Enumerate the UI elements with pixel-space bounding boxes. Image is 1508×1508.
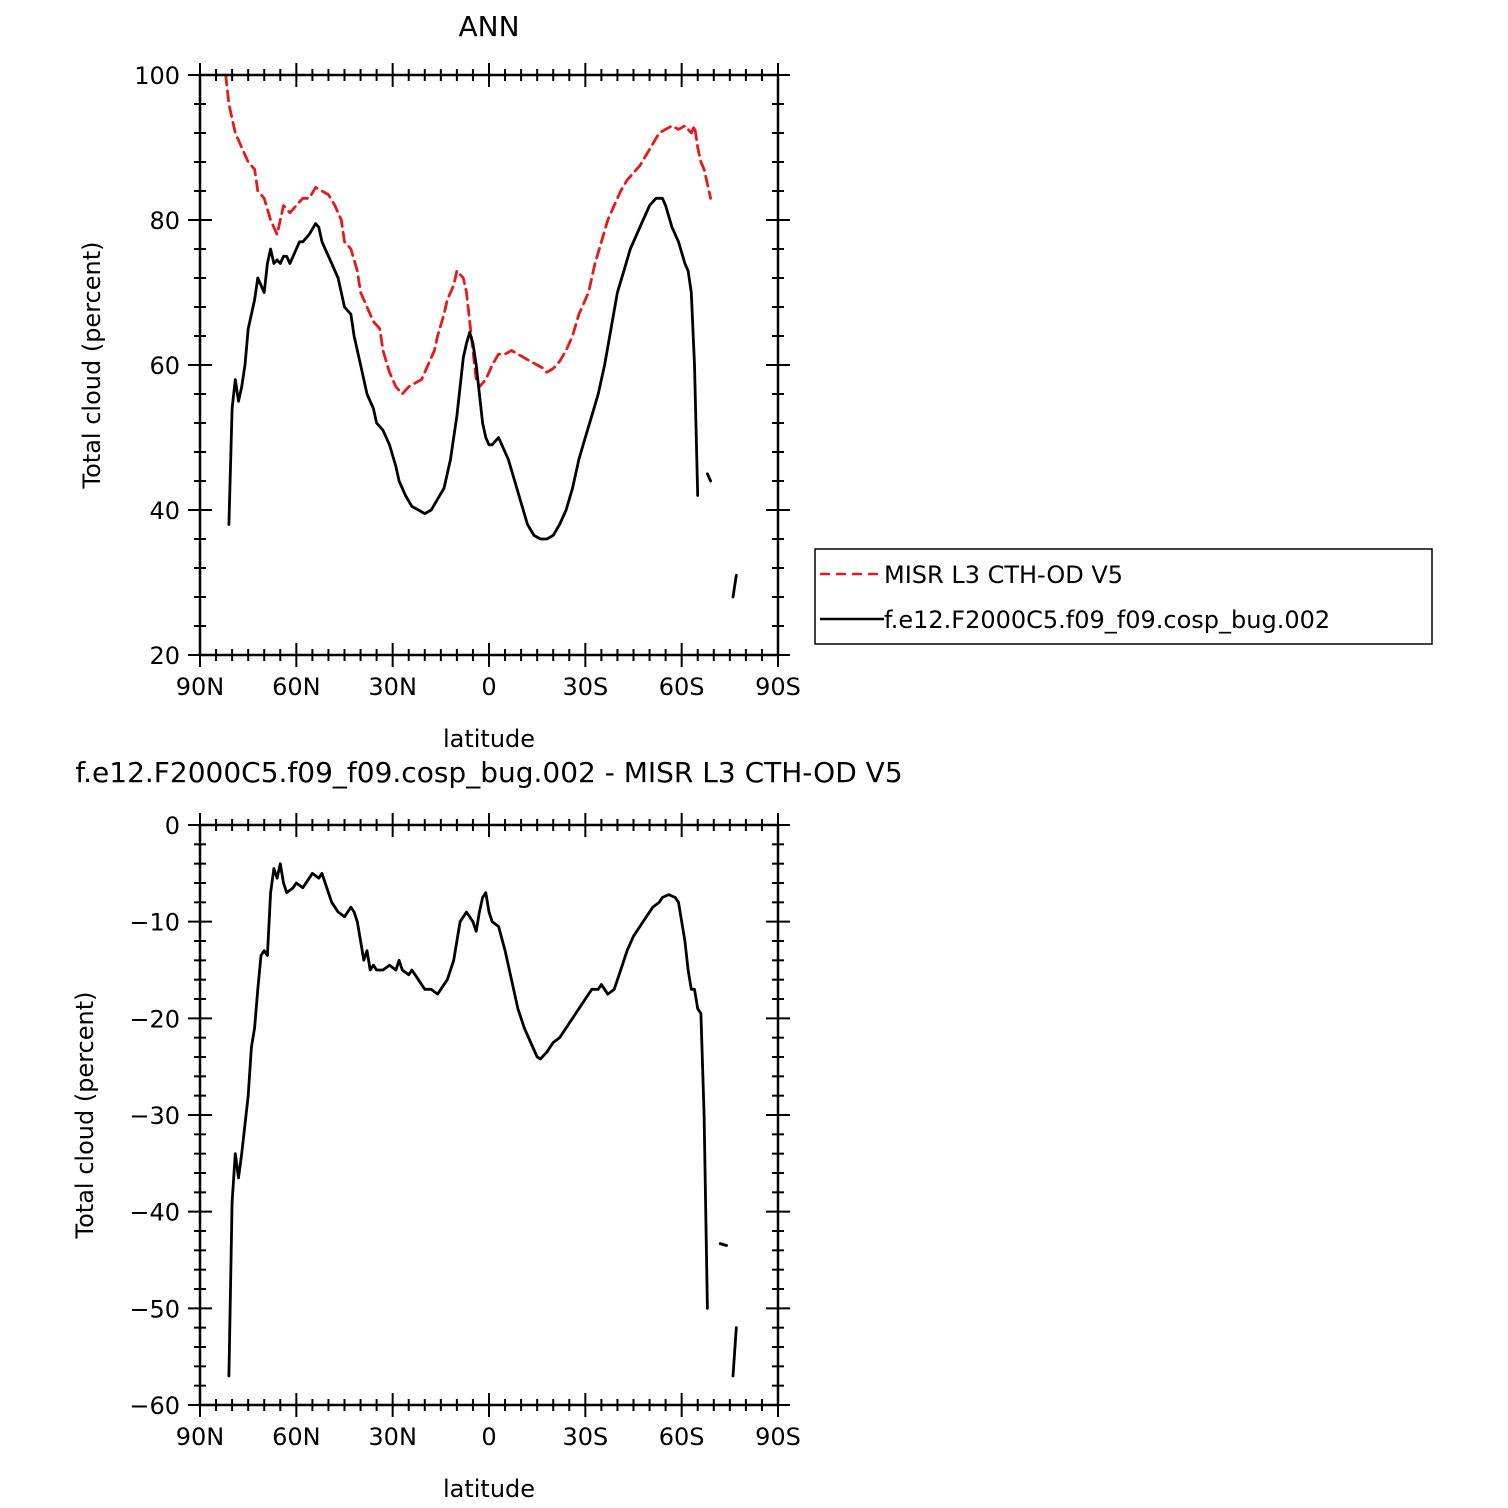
bottom-ytick-label: 0 (165, 812, 180, 840)
top-xtick-label: 0 (481, 673, 496, 701)
top-series-1-line (227, 196, 700, 541)
bottom-ytick-label: −10 (129, 909, 180, 937)
legend-box (814, 548, 1433, 645)
bottom-series-0-line (731, 1326, 738, 1378)
top-xtick-label: 90N (176, 673, 225, 701)
bottom-xtick-label: 30N (368, 1423, 417, 1451)
top-ytick-label: 80 (149, 207, 180, 235)
bottom-series-0-line (718, 1242, 728, 1247)
bottom-xtick-label: 30S (562, 1423, 608, 1451)
top-ytick-label: 100 (134, 62, 180, 90)
bottom-xtick-label: 90S (755, 1423, 801, 1451)
bottom-xtick-label: 60S (659, 1423, 705, 1451)
bottom-panel: f.e12.F2000C5.f09_f09.cosp_bug.002 - MIS… (71, 756, 903, 1503)
bottom-panel-title: f.e12.F2000C5.f09_f09.cosp_bug.002 - MIS… (75, 756, 902, 789)
top-ytick-label: 20 (149, 642, 180, 670)
bottom-ytick-label: −60 (129, 1392, 180, 1420)
bottom-panel-xlabel: latitude (443, 1475, 535, 1503)
top-panel-ylabel: Total cloud (percent) (78, 242, 106, 490)
bottom-ytick-label: −40 (129, 1199, 180, 1227)
bottom-ytick-label: −30 (129, 1102, 180, 1130)
top-series-0-line (224, 73, 712, 396)
bottom-plot-frame (198, 823, 780, 1407)
top-ytick-label: 60 (149, 352, 180, 380)
top-panel-xlabel: latitude (443, 725, 535, 753)
top-panel: ANN 90N 60N 30N 0 30S 60S 90S 20 40 60 80 100 latit… (78, 10, 1433, 753)
bottom-panel-ylabel: Total cloud (percent) (71, 992, 99, 1240)
bottom-xtick-label: 60N (272, 1423, 321, 1451)
bottom-ytick-label: −20 (129, 1005, 180, 1033)
top-panel-title: ANN (458, 10, 519, 43)
top-xtick-label: 60S (659, 673, 705, 701)
bottom-xtick-label: 90N (176, 1423, 225, 1451)
top-xtick-label: 30S (562, 673, 608, 701)
top-xtick-label: 90S (755, 673, 801, 701)
top-ytick-label: 40 (149, 497, 180, 525)
top-plot-frame (198, 73, 780, 657)
top-xtick-label: 30N (368, 673, 417, 701)
bottom-xtick-label: 0 (481, 1423, 496, 1451)
top-xtick-label: 60N (272, 673, 321, 701)
legend-label-misr: MISR L3 CTH-OD V5 (884, 561, 1123, 589)
top-plot-area: 90N 60N 30N 0 30S 60S 90S 20 40 60 80 100 (134, 62, 801, 701)
bottom-plot-area: 90N 60N 30N 0 30S 60S 90S −60 −50 −40 −30 −20 −10 0 (129, 812, 801, 1451)
bottom-ytick-label: −50 (129, 1295, 180, 1323)
top-series-1-line (731, 573, 738, 599)
top-series-1-line (706, 472, 712, 483)
legend: MISR L3 CTH-OD V5 f.e12.F2000C5.f09_f09.… (814, 548, 1433, 645)
legend-label-model: f.e12.F2000C5.f09_f09.cosp_bug.002 (884, 606, 1330, 634)
bottom-series-0-line (227, 862, 709, 1378)
